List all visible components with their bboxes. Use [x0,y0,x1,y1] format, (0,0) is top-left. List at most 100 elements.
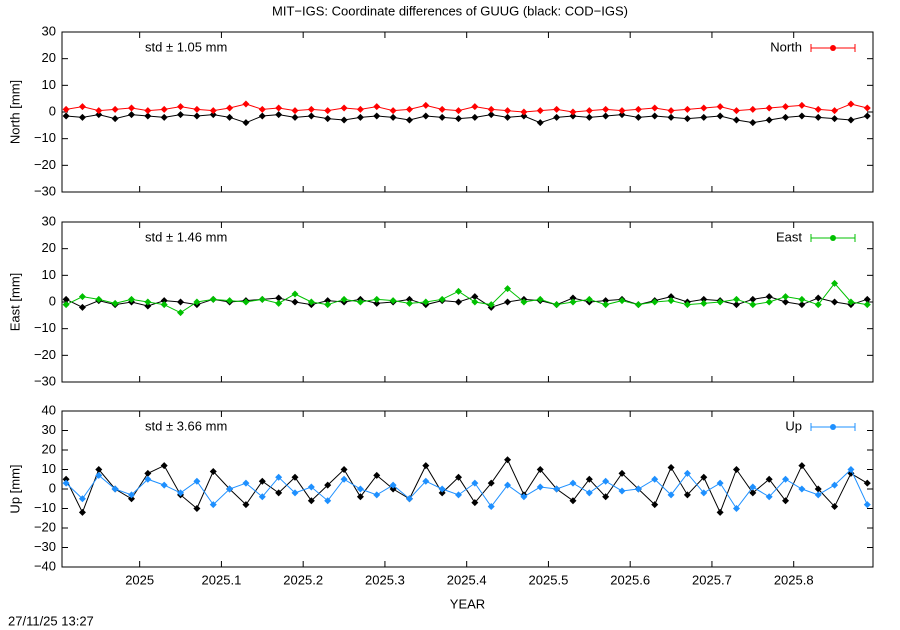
data-point [782,497,790,505]
data-point [389,107,397,115]
data-point [307,105,315,113]
data-point [667,293,675,301]
data-point [455,107,463,115]
data-point [373,112,381,120]
y-tick-label: 0 [49,103,56,118]
data-point [340,104,348,112]
y-axis-label: Up [mm] [7,464,22,513]
data-point [373,103,381,111]
data-point [700,473,708,481]
data-point [307,497,315,505]
data-point [504,113,512,121]
data-point [569,112,577,120]
data-point [160,113,168,121]
data-point [814,294,822,302]
data-point [127,295,135,303]
data-point [732,505,740,512]
data-point [716,479,724,487]
data-point [438,113,446,121]
data-point [569,479,577,487]
data-point [389,297,397,305]
data-point [732,107,740,115]
data-point [275,489,283,497]
data-point [405,495,413,503]
data-point [324,107,332,115]
data-point [405,105,413,113]
data-point [144,302,152,310]
data-point [798,101,806,109]
y-axis-label: East [mm] [7,273,22,332]
data-point [732,295,740,303]
data-point [602,112,610,120]
legend-marker [830,235,836,241]
data-point [520,493,528,501]
data-point [553,105,561,113]
data-point [667,297,675,305]
data-point [553,301,561,309]
data-point [258,493,266,501]
data-point [242,100,250,108]
data-point [373,491,381,499]
data-point [307,483,315,491]
data-point [651,112,659,120]
x-tick-label: 2025.8 [774,572,814,587]
data-point [634,301,642,309]
data-point [863,301,871,309]
data-point [356,105,364,113]
data-point [471,113,479,121]
data-point [634,485,642,493]
data-point [177,489,185,497]
data-point [504,107,512,115]
data-point [307,112,315,120]
y-tick-label: 30 [42,23,56,38]
data-point [95,107,103,115]
data-point [144,107,152,115]
data-point [667,113,675,121]
data-point [471,293,479,301]
data-point [618,297,626,305]
data-point [831,481,839,489]
data-point [340,116,348,124]
y-tick-label: −10 [34,130,56,145]
data-point [209,107,217,115]
data-point [62,479,70,487]
data-point [356,493,364,501]
data-point [765,104,773,112]
data-point [765,293,773,301]
data-point [602,105,610,113]
data-point [504,298,512,306]
legend-marker [830,45,836,51]
data-point [765,475,773,483]
y-tick-label: −20 [34,347,56,362]
data-point [814,301,822,309]
data-point [340,466,348,473]
data-point [667,491,675,499]
y-axis-label: North [mm] [7,80,22,144]
data-point [831,107,839,115]
data-point [95,466,103,473]
data-point [389,113,397,121]
data-point [95,295,103,303]
y-tick-label: 0 [49,480,56,495]
data-point [602,493,610,501]
y-tick-label: 10 [42,461,56,476]
data-point [291,290,299,298]
y-tick-label: −20 [34,157,56,172]
data-point [683,469,691,477]
data-point [356,485,364,493]
data-point [144,475,152,483]
data-point [258,477,266,485]
data-point [732,116,740,124]
data-point [798,462,806,470]
data-point [324,115,332,123]
data-point [863,104,871,112]
data-point [291,298,299,306]
data-point [847,116,855,124]
data-point [634,105,642,113]
data-point [307,298,315,306]
data-point [405,299,413,307]
x-tick-label: 2025 [125,572,154,587]
y-tick-label: 30 [42,213,56,228]
data-point [209,111,217,119]
